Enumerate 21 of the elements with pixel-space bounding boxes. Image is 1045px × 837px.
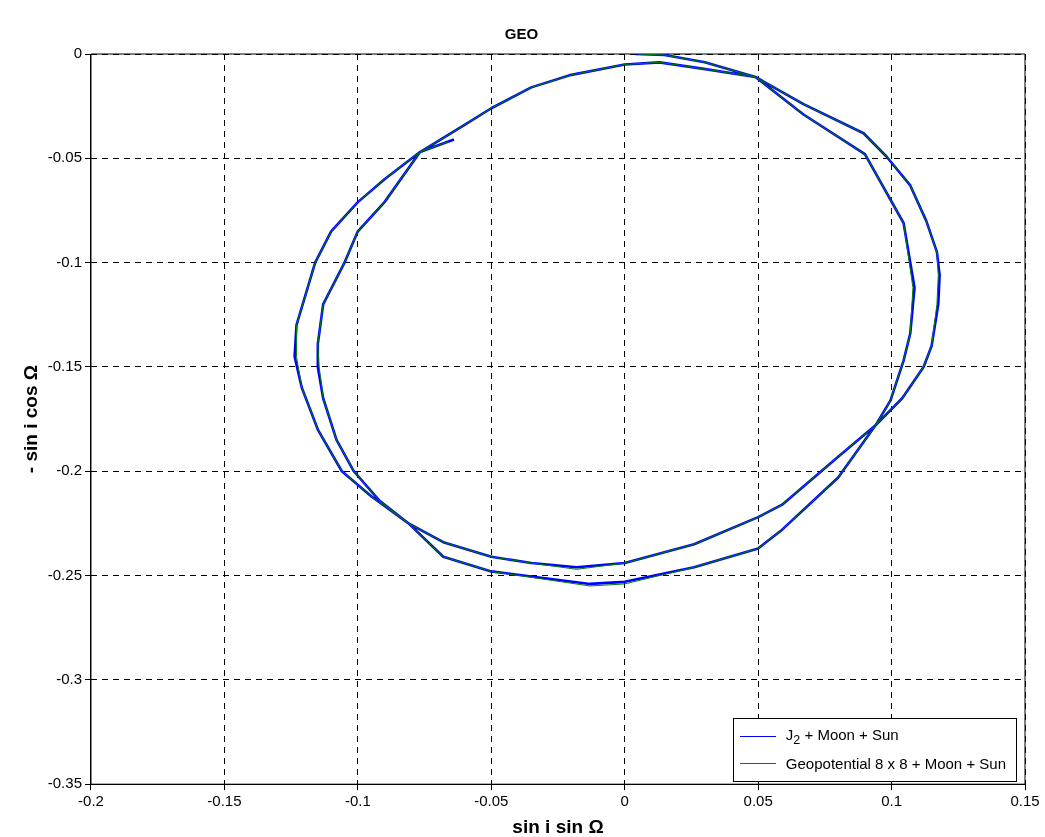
legend-label: J$_{2}$ + Moon + Sun xyxy=(785,726,899,748)
x-tick-label: -0.05 xyxy=(474,792,509,810)
y-tick-label: -0.05 xyxy=(47,148,82,166)
x-tick-label: 0.05 xyxy=(743,792,773,810)
y-tick-label: -0.15 xyxy=(47,357,82,375)
x-tick-label: 0.1 xyxy=(881,792,902,810)
y-tick-label: -0.3 xyxy=(56,670,82,688)
y-axis-title: - sin i cos Ω xyxy=(19,365,41,474)
y-tick-label: -0.35 xyxy=(47,774,82,792)
x-tick-label: 0 xyxy=(620,792,629,810)
legend-label: Geopotential 8 x 8 + Moon + Sun xyxy=(785,755,1006,773)
x-axis-title: sin i sin Ω xyxy=(512,815,604,837)
y-tick-label: -0.1 xyxy=(56,252,82,270)
x-tick-label: -0.2 xyxy=(78,792,104,810)
y-tick-label: -0.25 xyxy=(47,565,82,583)
y-tick-label: 0 xyxy=(73,44,82,62)
x-tick-label: -0.1 xyxy=(344,792,371,810)
y-tick-label: -0.2 xyxy=(56,461,82,479)
x-tick-label: -0.15 xyxy=(207,792,242,810)
chart-title: GEO xyxy=(504,25,539,43)
x-tick-label: 0.15 xyxy=(1010,792,1040,810)
